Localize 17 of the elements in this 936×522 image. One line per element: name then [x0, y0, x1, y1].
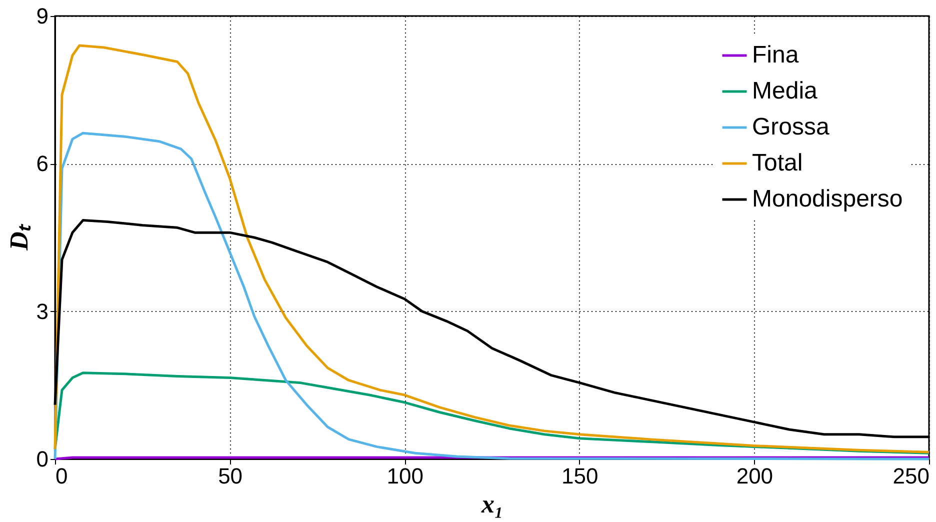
x-tick-label: 250: [892, 464, 930, 488]
legend-label: Fina: [752, 42, 800, 68]
legend-label: Media: [752, 78, 818, 104]
x-tick-label: 50: [218, 464, 243, 488]
y-axis-title: Dₜ: [4, 224, 34, 252]
x-tick-label: 0: [56, 464, 68, 488]
x-tick-label: 100: [386, 464, 424, 488]
x-tick-label: 150: [562, 464, 598, 488]
x-tick-label: 200: [736, 464, 774, 488]
legend-label: Monodisperso: [752, 186, 903, 212]
legend-label: Total: [752, 150, 803, 176]
y-tick-label: 6: [36, 151, 48, 176]
x-axis-title: x₁: [480, 490, 504, 518]
y-tick-label: 9: [36, 4, 48, 28]
y-tick-label: 0: [36, 446, 48, 472]
y-tick-label: 3: [36, 298, 48, 324]
legend-label: Grossa: [752, 114, 830, 140]
